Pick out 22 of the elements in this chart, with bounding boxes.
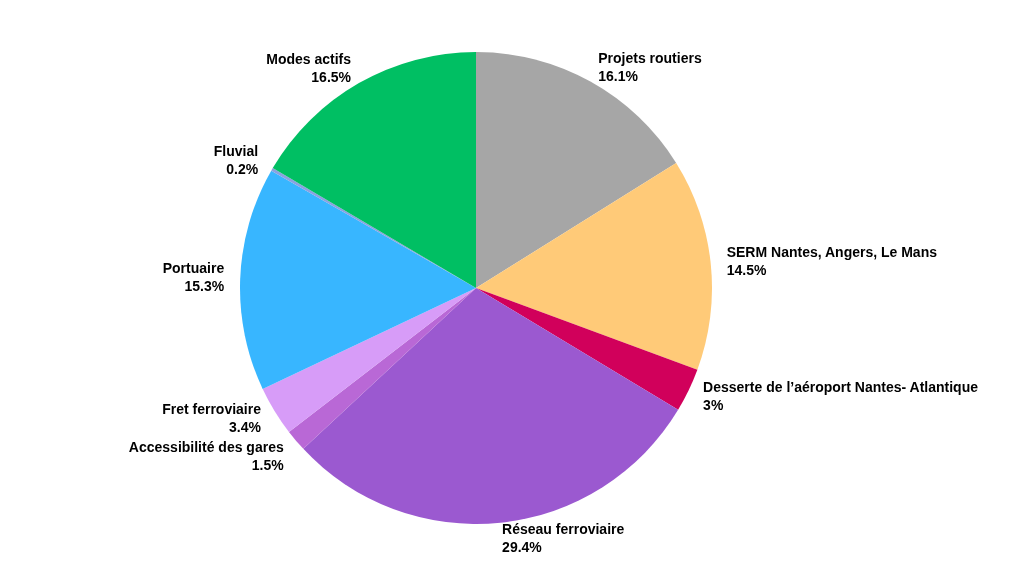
slice-label: Modes actifs bbox=[266, 51, 352, 68]
slice-label: SERM Nantes, Angers, Le Mans bbox=[726, 244, 938, 261]
slice-label: Projets routiers bbox=[598, 49, 702, 66]
data-label: 29.4% bbox=[502, 538, 543, 555]
data-label: 3.4% bbox=[229, 419, 262, 436]
slice-label: Portuaire bbox=[162, 260, 225, 277]
data-label: 3% bbox=[703, 397, 724, 414]
slice-label: Réseau ferroviaire bbox=[502, 520, 625, 537]
data-label: 14.5% bbox=[726, 262, 767, 279]
slice-label: Accessibilité des gares bbox=[128, 439, 284, 456]
data-label: 0.2% bbox=[226, 161, 259, 178]
slice-label: Fluvial bbox=[213, 143, 259, 160]
data-label: 16.1% bbox=[598, 67, 639, 84]
data-label: 1.5% bbox=[251, 457, 285, 474]
pie-slice bbox=[476, 163, 712, 370]
data-label: 16.5% bbox=[311, 69, 352, 86]
slice-label: Desserte de l’aéroport Nantes- Atlantique bbox=[703, 379, 979, 396]
pie-slice bbox=[476, 288, 698, 410]
pie-slice bbox=[303, 288, 679, 524]
pie-slice bbox=[262, 288, 476, 432]
data-label: 15.3% bbox=[184, 278, 225, 295]
slice-label: Fret ferroviaire bbox=[162, 401, 262, 418]
